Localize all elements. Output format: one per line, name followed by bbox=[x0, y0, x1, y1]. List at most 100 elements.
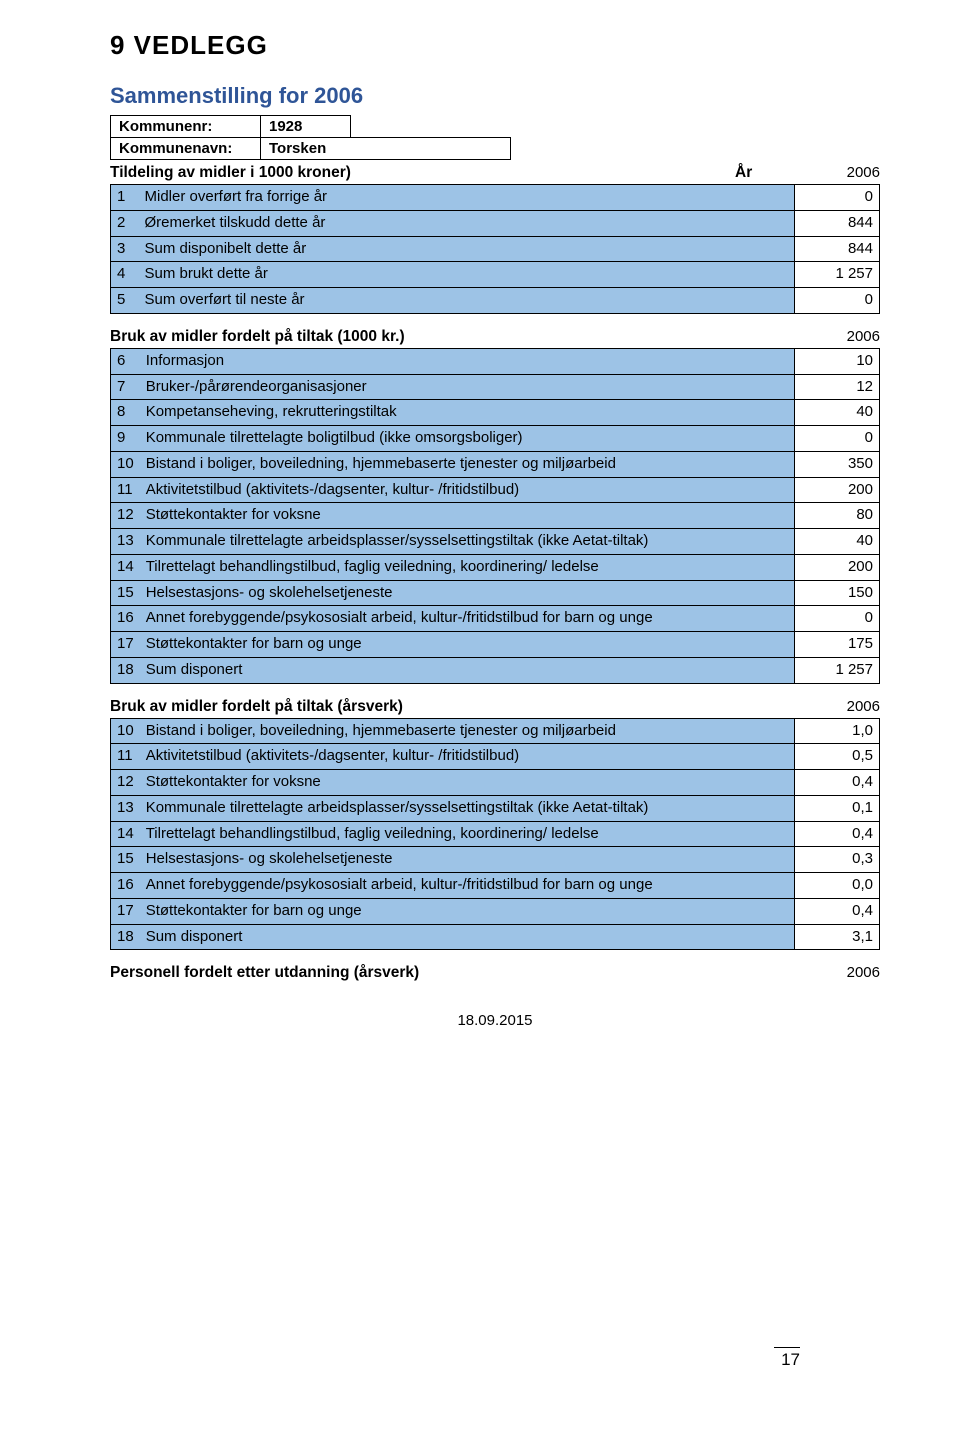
row-value: 1 257 bbox=[795, 657, 880, 683]
row-label: Sum disponert bbox=[140, 924, 795, 950]
row-label: Kommunale tilrettelagte arbeidsplasser/s… bbox=[140, 529, 795, 555]
kommunenavn-value: Torsken bbox=[261, 138, 511, 160]
row-number: 17 bbox=[111, 898, 140, 924]
page-title: 9 VEDLEGG bbox=[110, 30, 880, 61]
row-number: 7 bbox=[111, 374, 140, 400]
row-label: Tilrettelagt behandlingstilbud, faglig v… bbox=[140, 554, 795, 580]
row-value: 175 bbox=[795, 632, 880, 658]
row-value: 0,0 bbox=[795, 873, 880, 899]
row-label: Aktivitetstilbud (aktivitets-/dagsenter,… bbox=[140, 744, 795, 770]
row-label: Helsestasjons- og skolehelsetjeneste bbox=[140, 847, 795, 873]
meta-table: Kommunenr: 1928 Kommunenavn: Torsken bbox=[110, 115, 511, 160]
row-value: 200 bbox=[795, 554, 880, 580]
section3-year: 2006 bbox=[795, 698, 880, 716]
row-value: 150 bbox=[795, 580, 880, 606]
table-row: 15Helsestasjons- og skolehelsetjeneste15… bbox=[111, 580, 880, 606]
row-value: 1,0 bbox=[795, 718, 880, 744]
row-number: 18 bbox=[111, 924, 140, 950]
table-row: 1Midler overført fra forrige år0 bbox=[111, 185, 880, 211]
table-row: 5Sum overført til neste år0 bbox=[111, 288, 880, 314]
row-value: 3,1 bbox=[795, 924, 880, 950]
row-label: Informasjon bbox=[140, 348, 795, 374]
row-number: 13 bbox=[111, 529, 140, 555]
row-label: Annet forebyggende/psykososialt arbeid, … bbox=[140, 606, 795, 632]
row-number: 2 bbox=[111, 210, 139, 236]
row-label: Øremerket tilskudd dette år bbox=[139, 210, 795, 236]
row-label: Støttekontakter for voksne bbox=[140, 503, 795, 529]
row-label: Aktivitetstilbud (aktivitets-/dagsenter,… bbox=[140, 477, 795, 503]
row-number: 14 bbox=[111, 821, 140, 847]
table-row: 7Bruker-/pårørendeorganisasjoner12 bbox=[111, 374, 880, 400]
row-number: 3 bbox=[111, 236, 139, 262]
table-row: 6Informasjon10 bbox=[111, 348, 880, 374]
table-row: 12Støttekontakter for voksne0,4 bbox=[111, 770, 880, 796]
table-row: 10Bistand i boliger, boveiledning, hjemm… bbox=[111, 451, 880, 477]
section1-ar-label: År bbox=[735, 164, 795, 182]
section2-heading: Bruk av midler fordelt på tiltak (1000 k… bbox=[110, 328, 795, 346]
table-row: 18Sum disponert1 257 bbox=[111, 657, 880, 683]
row-label: Støttekontakter for voksne bbox=[140, 770, 795, 796]
table-row: 18Sum disponert3,1 bbox=[111, 924, 880, 950]
table-row: 9Kommunale tilrettelagte boligtilbud (ik… bbox=[111, 426, 880, 452]
subtitle: Sammenstilling for 2006 bbox=[110, 83, 880, 109]
row-value: 80 bbox=[795, 503, 880, 529]
section2-heading-row: Bruk av midler fordelt på tiltak (1000 k… bbox=[110, 328, 880, 346]
section3-table: 10Bistand i boliger, boveiledning, hjemm… bbox=[110, 718, 880, 951]
row-value: 0,4 bbox=[795, 898, 880, 924]
kommunenr-value: 1928 bbox=[261, 116, 351, 138]
section1-heading-row: Tildeling av midler i 1000 kroner) År 20… bbox=[110, 164, 880, 182]
row-value: 350 bbox=[795, 451, 880, 477]
section3-heading: Bruk av midler fordelt på tiltak (årsver… bbox=[110, 698, 795, 716]
row-number: 10 bbox=[111, 451, 140, 477]
row-number: 14 bbox=[111, 554, 140, 580]
row-value: 0,4 bbox=[795, 770, 880, 796]
row-value: 0,4 bbox=[795, 821, 880, 847]
section2-year: 2006 bbox=[795, 328, 880, 346]
table-row: 17Støttekontakter for barn og unge0,4 bbox=[111, 898, 880, 924]
row-value: 844 bbox=[795, 210, 880, 236]
table-row: 13Kommunale tilrettelagte arbeidsplasser… bbox=[111, 795, 880, 821]
table-row: 3Sum disponibelt dette år844 bbox=[111, 236, 880, 262]
table-row: 11Aktivitetstilbud (aktivitets-/dagsente… bbox=[111, 477, 880, 503]
row-number: 13 bbox=[111, 795, 140, 821]
row-label: Bistand i boliger, boveiledning, hjemmeb… bbox=[140, 718, 795, 744]
row-value: 12 bbox=[795, 374, 880, 400]
section4-heading: Personell fordelt etter utdanning (årsve… bbox=[110, 964, 795, 982]
row-number: 15 bbox=[111, 847, 140, 873]
row-label: Kommunale tilrettelagte boligtilbud (ikk… bbox=[140, 426, 795, 452]
table-row: 8Kompetanseheving, rekrutteringstiltak40 bbox=[111, 400, 880, 426]
row-value: 40 bbox=[795, 529, 880, 555]
table-row: 16Annet forebyggende/psykososialt arbeid… bbox=[111, 873, 880, 899]
row-number: 11 bbox=[111, 744, 140, 770]
row-label: Støttekontakter for barn og unge bbox=[140, 632, 795, 658]
row-label: Kompetanseheving, rekrutteringstiltak bbox=[140, 400, 795, 426]
section4-year: 2006 bbox=[795, 964, 880, 982]
section1-year: 2006 bbox=[795, 164, 880, 182]
footer-date: 18.09.2015 bbox=[110, 1012, 880, 1029]
table-row: 4Sum brukt dette år1 257 bbox=[111, 262, 880, 288]
row-number: 17 bbox=[111, 632, 140, 658]
row-number: 1 bbox=[111, 185, 139, 211]
row-value: 844 bbox=[795, 236, 880, 262]
row-label: Midler overført fra forrige år bbox=[139, 185, 795, 211]
row-number: 16 bbox=[111, 606, 140, 632]
table-row: 14Tilrettelagt behandlingstilbud, faglig… bbox=[111, 821, 880, 847]
row-label: Støttekontakter for barn og unge bbox=[140, 898, 795, 924]
section1-table: 1Midler overført fra forrige år02Øremerk… bbox=[110, 184, 880, 314]
table-row: 15Helsestasjons- og skolehelsetjeneste0,… bbox=[111, 847, 880, 873]
row-number: 9 bbox=[111, 426, 140, 452]
row-value: 200 bbox=[795, 477, 880, 503]
section2-table: 6Informasjon107Bruker-/pårørendeorganisa… bbox=[110, 348, 880, 684]
row-value: 0 bbox=[795, 606, 880, 632]
page-number: 17 bbox=[774, 1347, 800, 1370]
table-row: 14Tilrettelagt behandlingstilbud, faglig… bbox=[111, 554, 880, 580]
row-value: 0 bbox=[795, 288, 880, 314]
row-value: 1 257 bbox=[795, 262, 880, 288]
row-number: 18 bbox=[111, 657, 140, 683]
kommunenavn-label: Kommunenavn: bbox=[111, 138, 261, 160]
kommunenr-label: Kommunenr: bbox=[111, 116, 261, 138]
section1-heading: Tildeling av midler i 1000 kroner) bbox=[110, 164, 735, 182]
row-number: 5 bbox=[111, 288, 139, 314]
row-value: 40 bbox=[795, 400, 880, 426]
row-value: 0,5 bbox=[795, 744, 880, 770]
